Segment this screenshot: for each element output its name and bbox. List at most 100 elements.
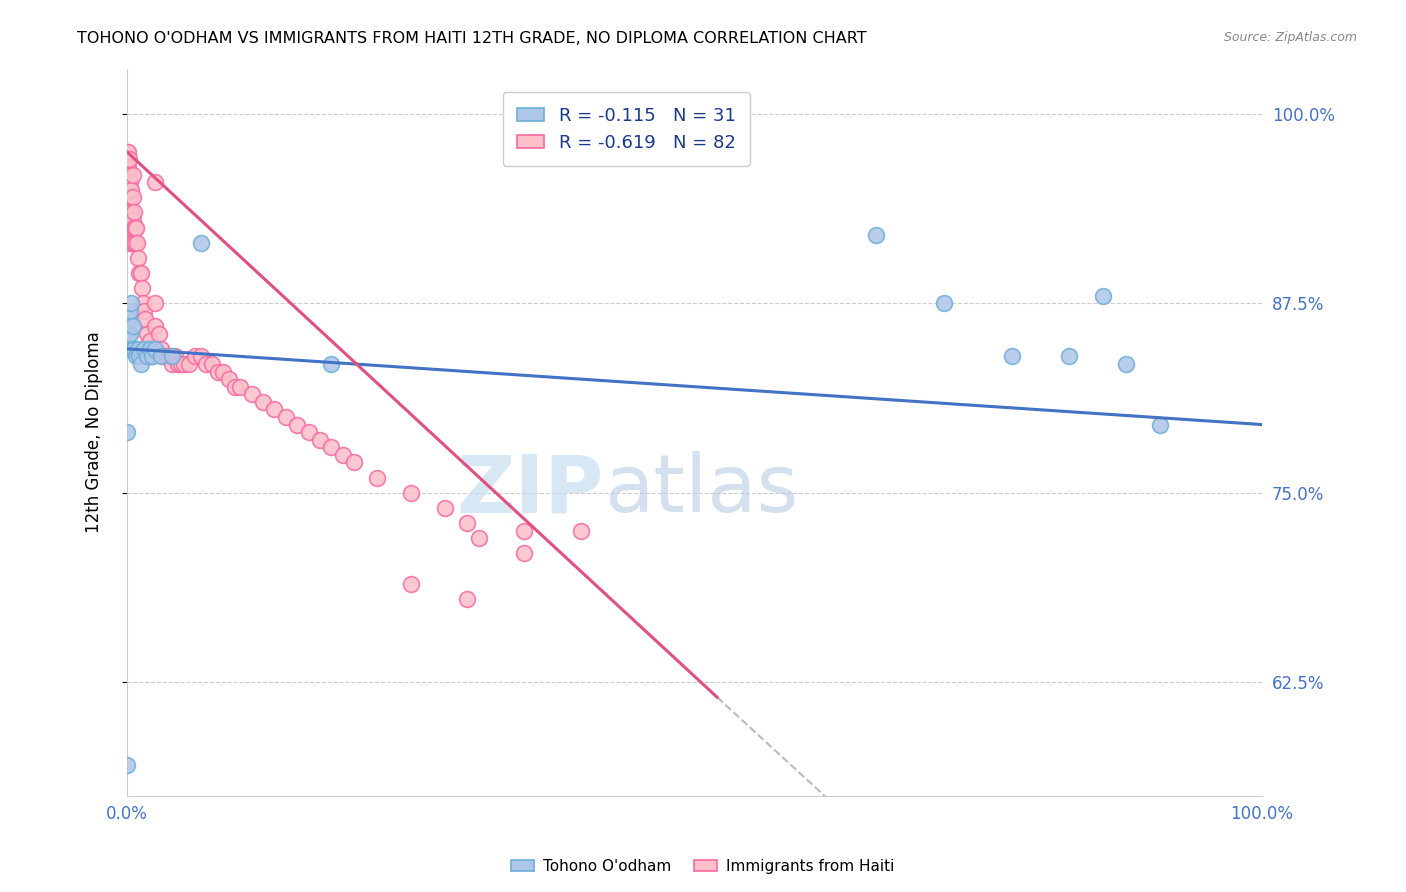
Point [115,175,138,189]
Point [332,448,354,462]
Point [190,350,212,364]
Point [173,357,195,371]
Point [120,175,142,189]
Point [120,190,142,204]
Point [118,326,141,341]
Point [162,350,184,364]
Point [159,350,181,364]
Point [120,205,142,219]
Point [399,485,422,500]
Point [152,350,174,364]
Point [167,357,190,371]
Point [115,160,138,174]
Point [115,425,138,439]
Point [138,334,160,349]
Point [309,433,332,447]
Point [1001,350,1024,364]
Point [190,235,212,250]
Point [115,758,138,772]
Point [136,326,159,341]
Point [118,213,141,227]
Point [1057,350,1080,364]
Point [456,591,478,606]
Point [118,190,141,204]
Point [127,342,149,356]
Point [122,205,145,219]
Point [118,153,141,167]
Point [125,350,148,364]
Point [134,311,156,326]
Point [240,387,263,401]
Point [121,342,143,356]
Point [120,235,142,250]
Point [115,145,138,159]
Point [129,266,152,280]
Point [120,326,142,341]
Point [121,168,143,182]
Point [117,145,139,159]
Point [1092,289,1115,303]
Point [1149,417,1171,432]
Point [124,235,146,250]
Point [128,266,150,280]
Point [1115,357,1137,371]
Point [297,425,319,439]
Point [121,190,143,204]
Point [212,365,235,379]
Point [399,576,422,591]
Point [569,524,592,538]
Point [149,342,172,356]
Point [456,516,478,530]
Point [285,417,308,432]
Point [321,357,343,371]
Point [117,183,139,197]
Point [274,409,297,424]
Point [162,357,184,371]
Point [120,296,142,310]
Point [207,365,229,379]
Text: Source: ZipAtlas.com: Source: ZipAtlas.com [1223,31,1357,45]
Point [120,220,142,235]
Point [218,372,240,386]
Point [224,380,246,394]
Point [263,402,285,417]
Point [132,304,155,318]
Point [149,350,172,364]
Point [136,350,159,364]
Point [120,205,142,219]
Point [163,350,186,364]
Point [143,319,166,334]
Point [143,342,166,356]
Point [143,296,166,310]
Point [468,531,491,545]
Point [122,342,145,356]
Point [127,251,149,265]
Point [129,357,152,371]
Point [118,311,141,326]
Point [132,342,155,356]
Point [121,213,143,227]
Point [121,319,143,334]
Point [131,281,153,295]
Point [143,175,166,189]
Point [132,296,155,310]
Point [141,350,163,364]
Point [170,357,193,371]
Point [118,168,141,182]
Text: ZIP: ZIP [457,451,603,529]
Text: atlas: atlas [603,451,799,529]
Legend: Tohono O'odham, Immigrants from Haiti: Tohono O'odham, Immigrants from Haiti [505,853,901,880]
Point [195,357,218,371]
Point [122,220,145,235]
Point [865,228,887,243]
Point [513,546,536,560]
Point [343,455,366,469]
Point [179,357,201,371]
Point [201,357,224,371]
Point [128,350,150,364]
Point [513,524,536,538]
Point [156,350,179,364]
Point [117,342,139,356]
Point [252,394,274,409]
Point [138,342,160,356]
